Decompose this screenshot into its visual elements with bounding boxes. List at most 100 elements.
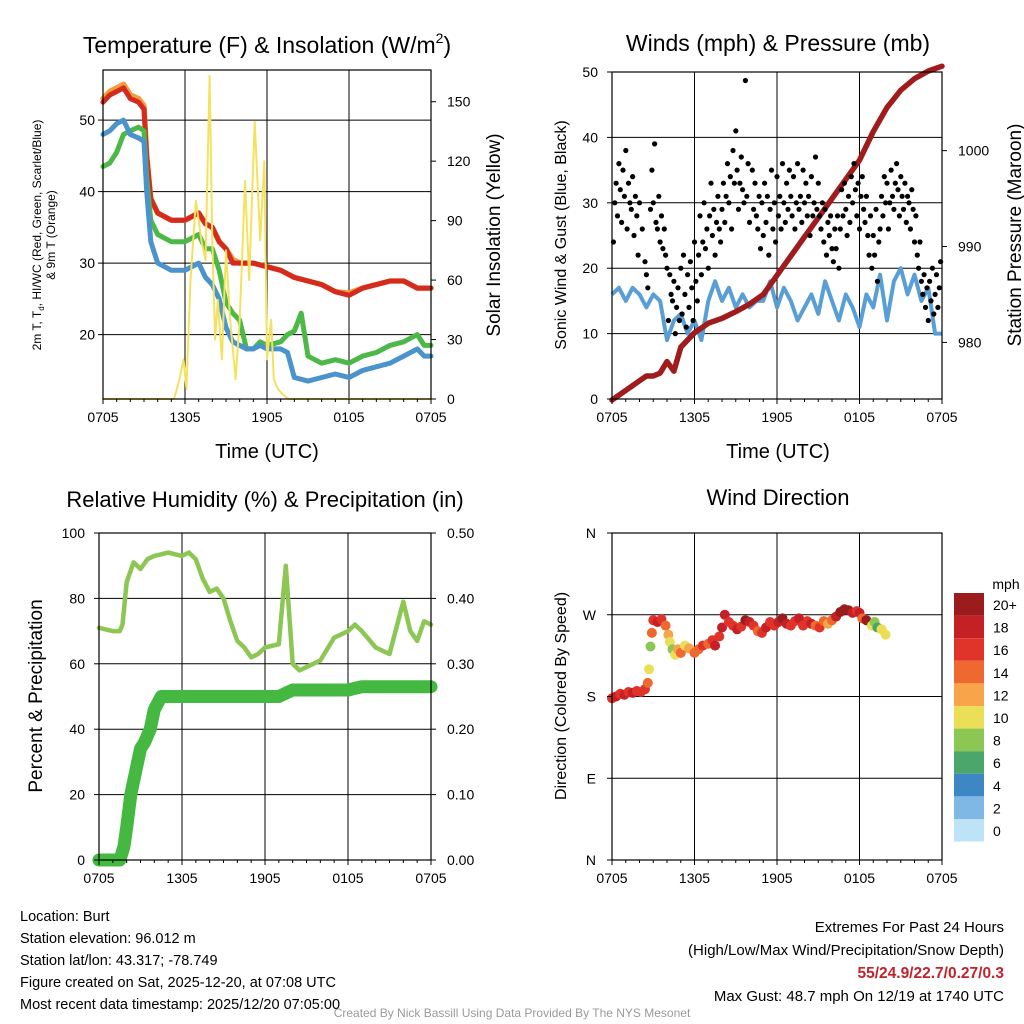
gust-point-146 (817, 213, 823, 219)
gust-point-158 (833, 246, 839, 252)
gust-point-100 (753, 213, 760, 219)
humidity-y-axis-label: Percent & Precipitation (26, 599, 47, 792)
gust-point-209 (903, 219, 909, 225)
legend-label-0: 20+ (993, 597, 1017, 613)
rh-ytick-label-3: 60 (69, 656, 85, 672)
gust-point-144 (814, 206, 820, 212)
max-gust: Max Gust: 48.7 mph On 12/19 at 1740 UTC (713, 988, 1004, 1005)
gust-point-212 (907, 226, 914, 232)
gust-point-132 (797, 193, 804, 199)
gust-point-64 (702, 246, 709, 252)
gust-point-147 (818, 226, 824, 232)
gust-point-48 (680, 252, 687, 258)
gust-point-86 (733, 128, 739, 134)
legend-swatch-0 (954, 593, 984, 616)
winds-xtick-label-4: 0705 (926, 409, 957, 425)
gust-point-94 (744, 193, 750, 199)
gust-point-12 (627, 200, 633, 206)
gust-point-120 (781, 200, 787, 206)
legend-label-7: 6 (993, 755, 1001, 771)
direction-point-12 (646, 627, 657, 638)
gust-point-106 (762, 180, 768, 186)
gust-point-73 (715, 193, 721, 199)
gust-point-61 (698, 272, 705, 278)
legend-label-4: 12 (993, 687, 1009, 703)
temp-series-2m-t (100, 85, 434, 298)
temp-y2tick-label-1: 30 (447, 332, 463, 348)
gust-point-43 (674, 304, 680, 310)
direction-point-30 (710, 640, 721, 651)
winds-series-sonic-wind (610, 266, 942, 343)
gust-point-79 (723, 193, 729, 199)
gust-point-202 (894, 161, 900, 167)
gust-point-28 (653, 219, 659, 225)
gust-point-109 (766, 252, 772, 258)
gust-point-207 (900, 206, 907, 212)
gust-point-153 (826, 232, 832, 239)
gust-point-107 (763, 219, 769, 225)
legend-swatch-7 (954, 751, 984, 774)
direction-point-10 (644, 664, 655, 675)
gust-point-2 (613, 180, 619, 186)
gust-point-218 (916, 265, 922, 271)
gust-point-216 (913, 213, 919, 219)
winds-y2tick-label-1: 990 (958, 239, 982, 255)
gust-point-139 (807, 232, 813, 239)
rh-xtick-label-0: 0705 (83, 870, 114, 886)
gust-point-59 (696, 252, 702, 258)
gust-point-195 (884, 180, 890, 186)
legend-swatch-1 (954, 615, 984, 639)
gust-point-204 (896, 213, 903, 219)
gust-point-96 (746, 219, 753, 225)
temp-y2tick-label-5: 150 (447, 94, 471, 110)
gust-point-92 (741, 200, 747, 206)
gust-point-76 (719, 206, 725, 212)
dir-xtick-label-1: 1305 (679, 870, 710, 886)
legend-swatch-4 (954, 683, 984, 706)
temperature-x-axis-label: Time (UTC) (215, 441, 319, 463)
gust-point-49 (682, 291, 688, 297)
gust-point-52 (686, 304, 692, 310)
gust-point-89 (737, 180, 743, 186)
gust-point-197 (887, 200, 893, 206)
dir-xtick-label-4: 0705 (926, 870, 957, 886)
gust-point-27 (652, 141, 658, 147)
gust-point-33 (660, 246, 666, 252)
temp-xtick-label-4: 0705 (415, 409, 446, 425)
dir-xtick-label-0: 0705 (596, 870, 627, 886)
gust-point-91 (740, 187, 746, 193)
gust-point-148 (819, 200, 826, 206)
temp-series-hi-wc (100, 124, 434, 366)
gust-point-219 (917, 239, 923, 245)
gust-point-18 (635, 252, 641, 258)
gust-point-176 (858, 193, 864, 199)
gust-point-77 (720, 180, 727, 186)
station-location: Location: Burt (20, 909, 110, 925)
gust-point-124 (786, 167, 793, 173)
gust-point-230 (932, 291, 938, 297)
gust-point-188 (874, 278, 881, 284)
dir-xtick-label-3: 0105 (844, 870, 875, 886)
winds-ytick-label-3: 30 (582, 195, 598, 211)
gust-point-5 (617, 187, 623, 193)
rh-xtick-label-1: 1305 (166, 870, 197, 886)
gust-point-7 (620, 167, 626, 173)
gust-point-72 (713, 219, 720, 225)
gust-point-8 (621, 193, 628, 199)
temp-y2tick-label-2: 60 (447, 272, 463, 288)
gust-point-225 (925, 317, 931, 324)
rh-y2tick-label-2: 0.20 (447, 721, 474, 737)
direction-point-31 (714, 631, 725, 642)
winds-series-station-pressure (609, 63, 945, 403)
direction-point-9 (642, 677, 653, 688)
gust-point-199 (889, 193, 896, 199)
legend-label-2: 16 (993, 642, 1009, 658)
gust-point-142 (811, 200, 817, 206)
legend-label-1: 18 (993, 620, 1009, 636)
gust-point-215 (911, 239, 918, 245)
gust-point-232 (935, 304, 941, 310)
rh-y2tick-label-4: 0.40 (447, 590, 474, 606)
gust-point-196 (885, 226, 892, 232)
gust-point-206 (899, 193, 905, 199)
winds-ytick-label-5: 50 (582, 64, 598, 80)
